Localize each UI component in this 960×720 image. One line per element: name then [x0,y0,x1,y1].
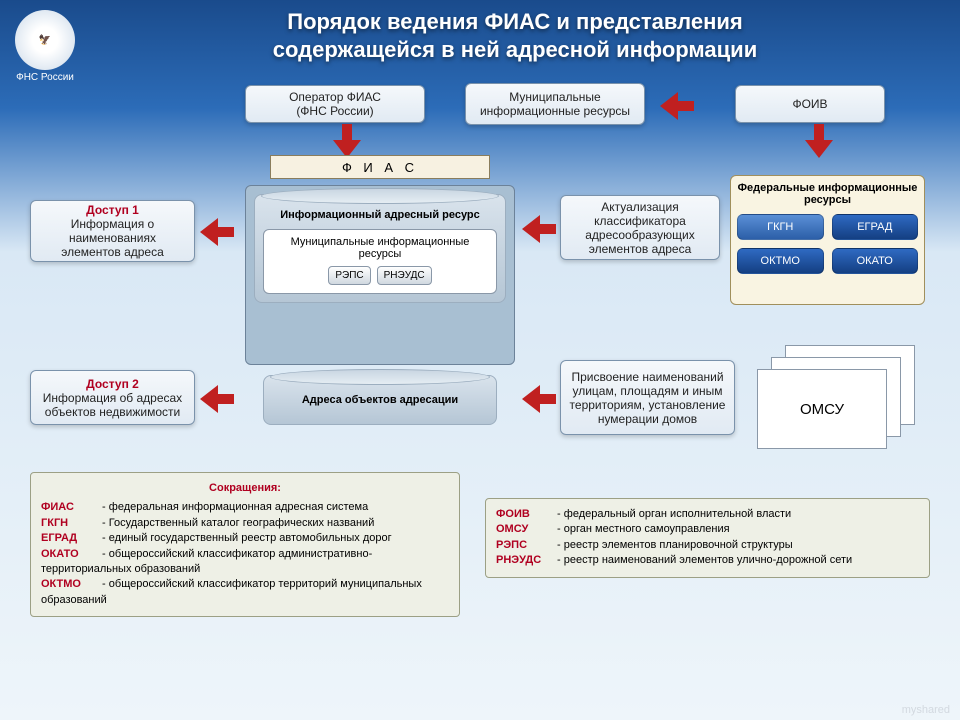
access2-title: Доступ 2 [86,377,139,391]
box-operator: Оператор ФИАС (ФНС России) [245,85,425,123]
cyl-info-resource: Информационный адресный ресурс Муниципал… [254,194,506,303]
box-foiv-label: ФОИВ [792,97,827,111]
page-title: Порядок ведения ФИАС и представления сод… [90,8,940,63]
legend-row: ГКГН - Государственный каталог географич… [41,516,449,531]
cyl-addresses: Адреса объектов адресации [263,375,497,425]
tag-reps: РЭПС [328,266,370,285]
emblem-label: ФНС России [5,72,85,83]
watermark: myshared [902,704,950,716]
arrow-aktual [522,215,540,243]
legend-right: ФОИВ - федеральный орган исполнительной … [485,498,930,578]
cyl-addresses-title: Адреса объектов адресации [272,390,488,406]
legend-row: РЭПС - реестр элементов планировочной ст… [496,538,919,553]
fedtag-egrad: ЕГРАД [832,214,919,240]
legend-left: Сокращения: ФИАС - федеральная информаци… [30,472,460,617]
access2-text: Информация об адресах объектов недвижимо… [39,391,186,419]
box-access1: Доступ 1 Информация о наименованиях элем… [30,200,195,262]
box-foiv: ФОИВ [735,85,885,123]
omsu-label: ОМСУ [800,401,844,418]
cyl-mun-inner: Муниципальные информационные ресурсы РЭП… [263,229,497,294]
legend-row: ФИАС - федеральная информационная адресн… [41,500,449,515]
legend-row: ОМСУ - орган местного самоуправления [496,522,919,537]
arrow-foiv-to-munres [660,92,678,120]
box-access2: Доступ 2 Информация об адресах объектов … [30,370,195,425]
box-munres-label: Муниципальные информационные ресурсы [474,90,636,118]
access1-text: Информация о наименованиях элементов адр… [39,217,186,259]
federal-panel: Федеральные информационные ресурсы ГКГН … [730,175,925,305]
arrow-to-access1 [200,218,218,246]
legend-row: ОКТМО - общероссийский классификатор тер… [41,577,449,608]
legend-row: РНЭУДС - реестр наименований элементов у… [496,553,919,568]
tag-rneuds: РНЭУДС [377,266,432,285]
title-line1: Порядок ведения ФИАС и представления [287,9,742,34]
legend-row: ОКАТО - общероссийский классификатор адм… [41,547,449,578]
page-header: Порядок ведения ФИАС и представления сод… [90,8,940,63]
box-aktual-label: Актуализация классификатора адресообразу… [569,200,711,256]
arrow-prisv [522,385,540,413]
fias-panel: Информационный адресный ресурс Муниципал… [245,185,515,365]
legend-row: ФОИВ - федеральный орган исполнительной … [496,507,919,522]
emblem-icon: 🦅 [15,10,75,70]
box-prisv-label: Присвоение наименований улицам, площадям… [569,370,726,426]
box-prisv: Присвоение наименований улицам, площадям… [560,360,735,435]
arrow-to-access2 [200,385,218,413]
fedtag-oktmo: ОКТМО [737,248,824,274]
title-line2: содержащейся в ней адресной информации [273,37,757,62]
fedtag-okato: ОКАТО [832,248,919,274]
legend-left-title: Сокращения: [41,481,449,496]
cyl-info-resource-title: Информационный адресный ресурс [263,209,497,221]
federal-panel-title: Федеральные информационные ресурсы [737,182,918,206]
box-operator-label: Оператор ФИАС (ФНС России) [289,90,381,118]
fedtag-gkgn: ГКГН [737,214,824,240]
box-munres: Муниципальные информационные ресурсы [465,83,645,125]
omsu-card-front: ОМСУ [757,369,887,449]
arrow-foiv-down [805,140,833,158]
box-aktual: Актуализация классификатора адресообразу… [560,195,720,260]
fias-label: Ф И А С [270,155,490,179]
legend-row: ЕГРАД - единый государственный реестр ав… [41,531,449,546]
cyl-mun-inner-title: Муниципальные информационные ресурсы [268,236,492,260]
omsu-stack: ОМСУ [755,345,920,455]
access1-title: Доступ 1 [86,203,139,217]
